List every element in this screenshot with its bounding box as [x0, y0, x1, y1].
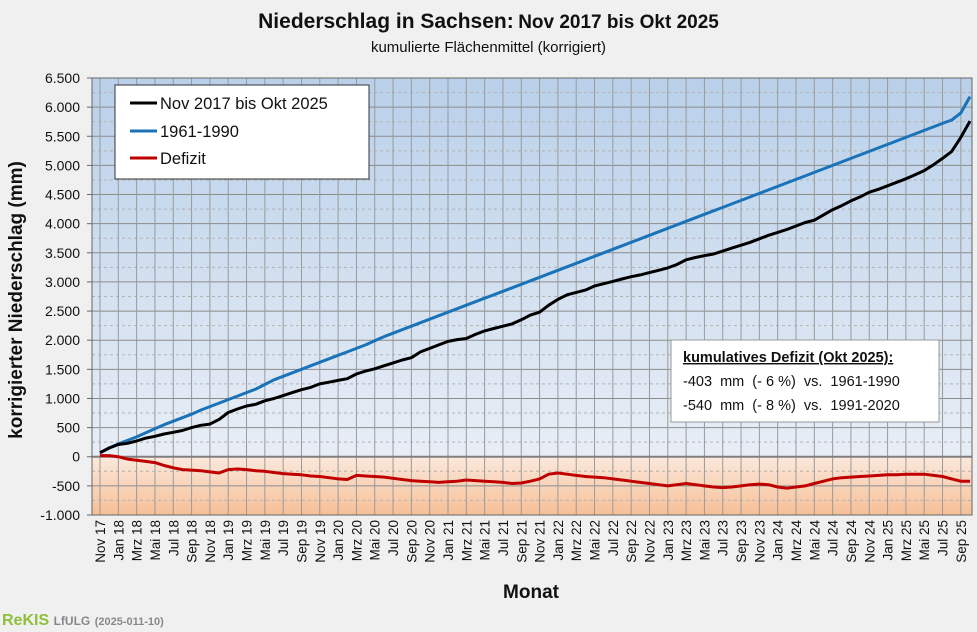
x-tick-label: Jul 23: [716, 520, 731, 556]
footer-org: LfULG: [53, 614, 91, 628]
x-tick-label: Mai 22: [588, 520, 603, 561]
annotation-line-1991-2020: -540 mm (- 8 %) vs. 1991-2020: [683, 398, 900, 414]
y-tick-label: 0: [72, 449, 80, 465]
x-tick-label: Jan 25: [881, 520, 896, 561]
annotation-title: kumulatives Defizit (Okt 2025):: [683, 350, 893, 366]
x-tick-label: Nov 20: [423, 520, 438, 563]
x-tick-label: Jan 18: [111, 520, 126, 561]
x-tick-label: Nov 24: [862, 520, 877, 563]
x-tick-label: Jan 24: [771, 520, 786, 561]
x-tick-label: Jan 20: [331, 520, 346, 561]
x-tick-label: Nov 21: [533, 520, 548, 563]
y-ticks: -1.000 -500 0 500 1.000 1.500 2.000 2.500 3.000 3…: [40, 70, 92, 523]
series-line-deficit: [100, 454, 970, 490]
footer: ReKIS LfULG (2025-011-10): [2, 612, 164, 630]
x-tick-label: Jan 22: [551, 520, 566, 561]
x-tick-label: Mrz 22: [569, 520, 584, 561]
x-tick-label: Mai 24: [807, 520, 822, 561]
x-ticks: Nov 17 Jan 18 Mrz 18 Mai 18 Jul 18 Sep 18 Nov …: [93, 520, 969, 563]
y-tick-label: 500: [57, 420, 81, 436]
x-tick-label: Mai 25: [917, 520, 932, 561]
x-tick-label: Jul 19: [276, 520, 291, 556]
x-tick-label: Jan 19: [221, 520, 236, 561]
x-tick-label: Nov 18: [203, 520, 218, 563]
footer-date: (2025-011-10): [94, 616, 164, 628]
y-tick-label: 6.500: [45, 70, 80, 86]
y-tick-label: 3.500: [45, 245, 80, 261]
x-axis-label: Monat: [503, 582, 559, 603]
x-tick-label: Sep 20: [404, 520, 419, 563]
series-lines: [99, 95, 972, 490]
x-tick-label: Jul 18: [166, 520, 181, 556]
x-tick-label: Mrz 19: [240, 520, 255, 561]
x-tick-label: Mrz 18: [130, 520, 145, 561]
y-tick-label: 4.500: [45, 187, 80, 203]
x-tick-label: Jul 21: [496, 520, 511, 556]
title-period: Nov 2017 bis Okt 2025: [518, 12, 719, 33]
x-tick-label: Nov 22: [642, 520, 657, 563]
title-main: Niederschlag in Sachsen:: [258, 10, 514, 33]
x-tick-label: Nov 17: [93, 520, 108, 563]
legend: Nov 2017 bis Okt 2025 1961-1990 Defizit: [114, 84, 370, 180]
plot-border: [91, 77, 973, 516]
y-tick-label: 1.000: [45, 390, 80, 406]
x-tick-label: Mai 19: [258, 520, 273, 561]
x-tick-label: Nov 19: [313, 520, 328, 563]
x-tick-label: Jan 23: [661, 520, 676, 561]
x-tick-label: Sep 22: [624, 520, 639, 563]
y-tick-label: -1.000: [40, 507, 80, 523]
x-tick-label: Jan 21: [441, 520, 456, 561]
chart-subtitle: kumulierte Flächenmittel (korrigiert): [370, 39, 607, 56]
x-tick-label: Mrz 24: [789, 520, 804, 562]
annotation-box: [670, 339, 940, 423]
x-tick-label: Mai 23: [697, 520, 712, 561]
y-tick-label: 1.500: [45, 361, 80, 377]
x-tick-label: Mrz 20: [349, 520, 364, 561]
annotation-line-1961-1990: -403 mm (- 6 %) vs. 1961-1990: [683, 374, 900, 390]
x-tick-label: Jul 24: [826, 520, 841, 557]
y-tick-label: 3.000: [45, 274, 80, 290]
x-tick-label: Mrz 25: [899, 520, 914, 561]
x-tick-label: Sep 21: [514, 520, 529, 563]
chart-title: Niederschlag in Sachsen: Nov 2017 bis Ok…: [0, 10, 977, 34]
x-tick-label: Sep 23: [734, 520, 749, 563]
y-tick-label: 2.000: [45, 332, 80, 348]
x-tick-label: Sep 24: [844, 520, 859, 563]
legend-label-deficit: Defizit: [160, 150, 206, 168]
legend-label-observed: Nov 2017 bis Okt 2025: [160, 95, 328, 113]
x-tick-label: Jul 25: [936, 520, 951, 556]
y-tick-label: 5.500: [45, 128, 80, 144]
legend-label-reference: 1961-1990: [160, 123, 239, 141]
rekis-logo: ReKIS: [2, 612, 50, 629]
y-tick-label: -500: [52, 478, 80, 494]
x-tick-label: Mai 20: [368, 520, 383, 561]
x-tick-label: Mai 18: [148, 520, 163, 561]
y-tick-label: 2.500: [45, 303, 80, 319]
y-tick-label: 4.000: [45, 216, 80, 232]
x-tick-label: Mai 21: [478, 520, 493, 561]
x-tick-label: Jul 22: [606, 520, 621, 556]
y-tick-label: 6.000: [45, 99, 80, 115]
series-line-observed: [99, 120, 972, 455]
x-tick-label: Mrz 21: [459, 520, 474, 561]
series-line-reference: [99, 95, 972, 455]
x-tick-label: Mrz 23: [679, 520, 694, 561]
x-tick-label: Sep 18: [185, 520, 200, 563]
x-tick-label: Sep 19: [294, 520, 309, 563]
x-tick-label: Sep 25: [954, 520, 969, 563]
x-tick-label: Jul 20: [386, 520, 401, 556]
y-tick-label: 5.000: [45, 157, 80, 173]
deficit-annotation: kumulatives Defizit (Okt 2025): -403 mm …: [670, 339, 940, 423]
x-tick-label: Nov 23: [752, 520, 767, 563]
legend-box: [114, 84, 370, 180]
